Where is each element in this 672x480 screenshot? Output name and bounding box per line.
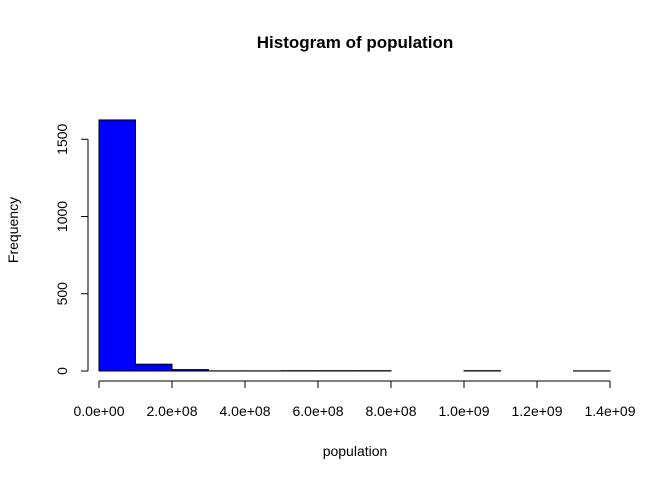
x-tick-label-5: 1.0e+09 (439, 403, 490, 419)
x-axis: 0.0e+00 2.0e+08 4.0e+08 6.0e+08 8.0e+08 1.0e+… (74, 380, 636, 419)
y-axis-label: Frequency (5, 197, 21, 263)
x-tick-label-0: 0.0e+00 (74, 403, 125, 419)
bars-group (98, 119, 611, 372)
histogram-bar-1 (135, 363, 173, 372)
y-tick-label-3: 1500 (54, 123, 70, 154)
x-tick-label-3: 6.0e+08 (293, 403, 344, 419)
x-tick-label-1: 2.0e+08 (147, 403, 198, 419)
chart-title: Histogram of population (257, 33, 453, 52)
x-tick-label-2: 4.0e+08 (220, 403, 271, 419)
x-tick-label-4: 8.0e+08 (366, 403, 417, 419)
histogram-bar-2 (171, 369, 209, 372)
y-tick-label-1: 500 (54, 282, 70, 306)
y-axis: 0 500 1000 1500 (54, 123, 89, 375)
x-tick-label-6: 1.2e+09 (512, 403, 563, 419)
histogram-bar-0 (98, 119, 136, 372)
x-axis-label: population (323, 443, 388, 459)
y-tick-label-0: 0 (54, 367, 70, 375)
y-tick-label-2: 1000 (54, 201, 70, 232)
x-tick-label-7: 1.4e+09 (585, 403, 636, 419)
